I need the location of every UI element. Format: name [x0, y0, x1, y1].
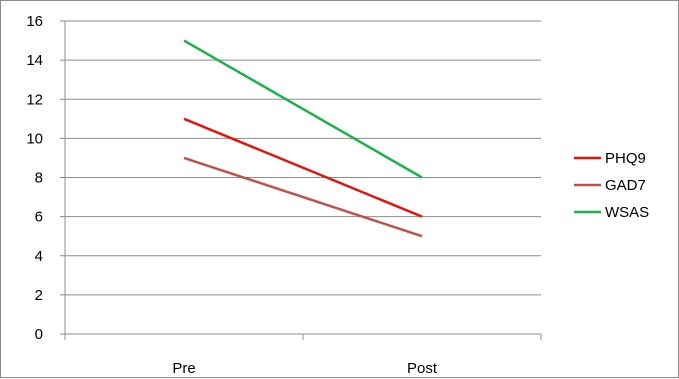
legend: PHQ9 GAD7 WSAS [574, 150, 649, 221]
legend-label-gad7: GAD7 [605, 177, 646, 194]
y-tick-label: 10 [26, 130, 43, 147]
series-line-phq9 [184, 119, 422, 217]
gridlines [65, 21, 541, 334]
y-tick-label: 12 [26, 91, 43, 108]
series-line-gad7 [184, 158, 422, 236]
x-tick-label-pre: Pre [172, 360, 195, 377]
legend-label-phq9: PHQ9 [605, 150, 646, 167]
y-tick-label: 16 [26, 13, 43, 30]
y-tick-label: 14 [26, 52, 43, 69]
x-tick-label-post: Post [407, 360, 438, 377]
y-tick-label: 0 [35, 326, 43, 343]
y-tick-label: 4 [35, 248, 43, 265]
axes: 0 2 4 6 8 10 12 14 16 Pre Post [26, 13, 541, 377]
y-tick-label: 8 [35, 170, 43, 187]
y-tick-label: 2 [35, 287, 43, 304]
y-tick-label: 6 [35, 209, 43, 226]
legend-label-wsas: WSAS [605, 204, 649, 221]
series-line-wsas [184, 41, 422, 178]
